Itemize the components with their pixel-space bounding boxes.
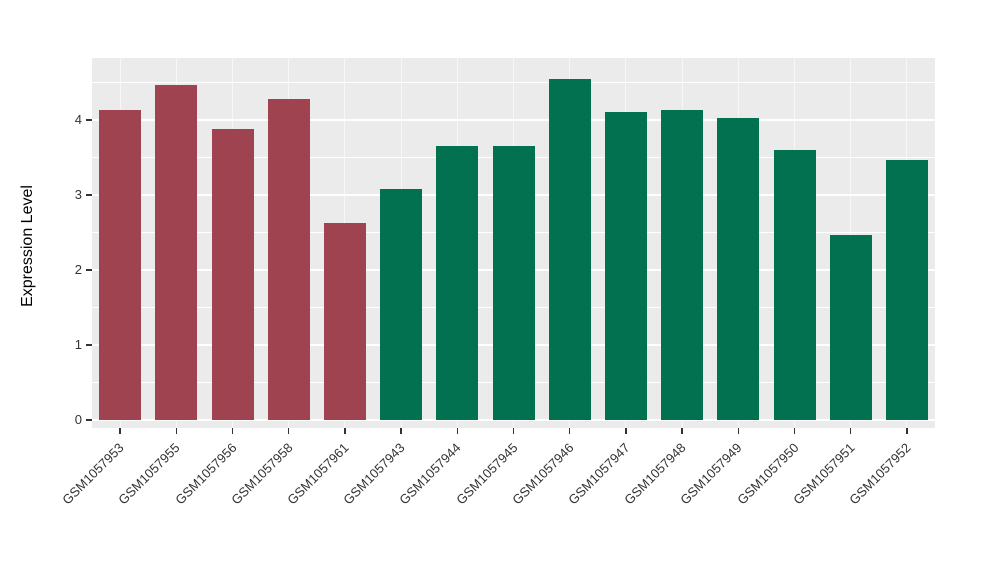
bar-GSM1057945 [493, 146, 535, 420]
x-tick-label: GSM1057946 [508, 440, 577, 508]
bar-GSM1057956 [212, 129, 254, 420]
x-tick-mark [287, 428, 290, 434]
x-tick-mark [849, 428, 852, 434]
y-tick-label: 4 [74, 112, 82, 127]
y-tick-mark [86, 119, 92, 121]
y-axis-title: Expression Level [19, 185, 36, 307]
y-tick-mark [86, 419, 92, 421]
bar-GSM1057949 [717, 118, 759, 420]
bar-GSM1057943 [380, 189, 422, 420]
x-tick-mark [568, 428, 571, 434]
x-tick-label: GSM1057952 [846, 440, 914, 508]
x-tick-mark [344, 428, 346, 434]
bar-GSM1057944 [436, 146, 478, 420]
x-tick-label: GSM1057961 [284, 440, 352, 508]
x-tick-label: GSM1057943 [340, 440, 408, 508]
bar-GSM1057946 [549, 79, 591, 420]
x-tick-mark [681, 428, 683, 434]
x-tick-label: GSM1057947 [565, 440, 633, 508]
x-tick-label: GSM1057948 [621, 440, 689, 508]
bar-GSM1057951 [830, 235, 872, 420]
x-tick-mark [625, 428, 627, 434]
x-tick-mark [793, 428, 796, 434]
bar-GSM1057948 [661, 110, 703, 420]
x-tick-label: GSM1057951 [789, 440, 858, 508]
x-tick-label: GSM1057949 [677, 440, 745, 508]
x-tick-label: GSM1057958 [227, 440, 296, 508]
y-tick-label: 2 [74, 262, 82, 277]
x-tick-label: GSM1057956 [171, 440, 240, 508]
y-tick-mark [86, 344, 92, 346]
x-tick-mark [512, 428, 515, 434]
bar-GSM1057947 [605, 112, 647, 420]
x-tick-mark [175, 428, 178, 434]
bar-GSM1057955 [155, 85, 197, 420]
x-tick-label: GSM1057955 [115, 440, 183, 508]
x-tick-mark [456, 428, 459, 434]
bar-GSM1057950 [774, 150, 816, 420]
x-tick-mark [400, 428, 402, 434]
x-tick-mark [737, 428, 740, 434]
bar-GSM1057953 [99, 110, 141, 420]
y-tick-label: 0 [74, 412, 82, 427]
x-tick-mark [231, 428, 234, 434]
bar-GSM1057961 [324, 223, 366, 420]
bar-GSM1057958 [268, 99, 310, 420]
x-tick-label: GSM1057945 [452, 440, 521, 508]
bar-GSM1057952 [886, 160, 928, 420]
x-tick-label: GSM1057950 [733, 440, 802, 508]
y-tick-mark [86, 269, 92, 271]
x-tick-mark [906, 428, 908, 434]
x-tick-mark [119, 428, 121, 434]
y-tick-label: 3 [74, 187, 82, 202]
y-tick-label: 1 [74, 337, 82, 352]
x-tick-label: GSM1057944 [396, 440, 464, 508]
y-tick-mark [86, 194, 92, 196]
